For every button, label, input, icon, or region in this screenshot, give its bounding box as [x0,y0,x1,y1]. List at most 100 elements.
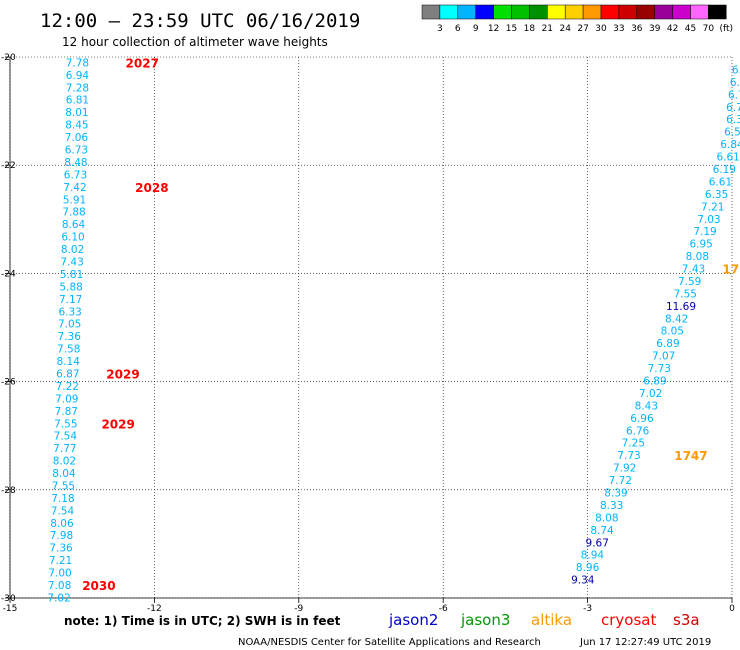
colorbar-swatch [582,4,602,20]
wave-height-value: 11.69 [666,301,696,313]
footer-note: note: 1) Time is in UTC; 2) SWH is in fe… [64,614,341,628]
colorbar-swatch [654,4,673,20]
wave-height-value: 7.03 [697,214,720,226]
wave-height-value: 9.67 [586,537,609,549]
wave-height-value: 6.87 [56,368,79,380]
colorbar-swatch [439,4,459,20]
wave-height-value: 8.05 [661,326,684,338]
wave-height-value: 6.35 [705,189,728,201]
satellite-legend-altika: altika [531,611,572,629]
wave-height-value: 8.01 [65,107,88,119]
wave-height-value: 8.02 [53,456,76,468]
satellite-legend-s3a: s3a [673,611,700,629]
wave-height-value: 8.33 [600,500,623,512]
x-tick-label: -6 [439,604,448,614]
colorbar-swatch [690,4,709,20]
wave-height-value: 7.73 [648,363,671,375]
time-labels: 2027 2028 2029 2029 2030 1747 17 [82,56,739,593]
wave-height-value: 8.42 [665,313,688,325]
colorbar-label: 21 [542,24,553,34]
wave-height-value: 5.81 [60,269,83,281]
satellite-legend-jason3: jason3 [460,611,510,629]
pass-time-label: 17 [722,263,739,277]
wave-height-value: 7.43 [682,264,705,276]
wave-height-value: 6.76 [626,425,650,437]
grid-lines [9,56,733,599]
satellite-legend-jason2: jason2 [388,611,438,629]
pass-time-label: 2029 [106,367,139,381]
wave-height-value: 7.22 [56,381,79,393]
wave-height-value: 6.19 [713,164,736,176]
colorbar-swatch [564,4,584,20]
wave-height-value: 8.06 [50,518,74,530]
wave-height-value: 7.73 [617,450,640,462]
wave-height-value: 6.52 [730,77,740,89]
wave-height-value: 6.95 [689,239,712,251]
wave-height-value: 7.06 [65,132,89,144]
wave-height-value: 8.04 [52,468,76,480]
colorbar-swatch [547,4,566,20]
wave-height-value: 8.74 [590,525,614,537]
colorbar-swatch [672,4,691,20]
wave-height-value: 7.43 [60,256,83,268]
colorbar-label: 42 [667,24,678,34]
colorbar-label: 3 [437,24,443,34]
wave-height-value: 7.19 [693,226,716,238]
x-tick-label: -9 [294,604,303,614]
wave-height-value: 7.54 [51,505,75,517]
colorbar-unit: (ft) [719,24,733,34]
colorbar-label: 70 [703,24,715,34]
colorbar-label: 33 [613,24,624,34]
wave-height-value: 7.21 [701,201,724,213]
colorbar-swatch [457,4,476,20]
footer-credit: NOAA/NESDIS Center for Satellite Applica… [238,637,541,648]
page-subtitle: 12 hour collection of altimeter wave hei… [62,35,328,49]
wave-height-value: 7.36 [49,543,73,555]
wave-height-value: 7.05 [58,319,81,331]
wave-height-value: 8.45 [65,120,88,132]
wave-height-value: 7.58 [57,344,80,356]
wave-height-value: 7.72 [609,475,632,487]
colorbar-label: 45 [685,24,696,34]
wave-height-value: 6.89 [643,376,666,388]
x-tick-label: 0 [729,604,735,614]
wave-height-value: 6.33 [58,306,81,318]
x-tick-label: -15 [3,604,18,614]
wave-height-value: 7.88 [62,207,85,219]
wave-height-value: 6.73 [65,145,88,157]
wave-height-value: 7.59 [678,276,701,288]
wave-values: 7.786.947.286.818.018.457.066.738.486.73… [47,57,740,604]
wave-height-value: 7.77 [53,443,76,455]
colorbar-label: 39 [649,24,661,34]
y-tick-label: -22 [1,161,16,171]
wave-height-value: 6.94 [66,70,90,82]
y-tick-label: -26 [1,378,16,388]
colorbar-label: 27 [577,24,588,34]
wave-height-value: 7.55 [674,288,697,300]
wave-height-value: 8.14 [57,356,81,368]
wave-height-value: 6.81 [66,95,89,107]
colorbar-swatch [618,4,638,20]
wave-height-value: 7.36 [58,331,82,343]
wave-height-value: 8.02 [61,244,84,256]
wave-height-value: 8.08 [686,251,709,263]
colorbar-label: 18 [524,24,536,34]
satellite-legend: jason2 jason3 altika cryosat s3a [388,611,700,629]
pass-time-label: 2028 [135,181,168,195]
color-legend: 3 6 9 12 15 18 21 24 27 30 33 36 39 42 45 70 (ft) [421,4,733,34]
wave-height-value: 6.71 [726,102,740,114]
wave-height-value: 6.72 [728,89,740,101]
wave-height-value: 8.48 [64,157,87,169]
colorbar-swatch [529,4,548,20]
wave-height-value: 7.18 [51,493,74,505]
wave-height-value: 7.21 [49,555,72,567]
wave-height-value: 6.31 [726,114,740,126]
wave-height-value: 7.78 [66,57,89,69]
wave-height-value: 7.09 [55,393,78,405]
colorbar-swatch [708,4,727,20]
colorbar-swatch [475,4,494,20]
colorbar-swatch [493,4,512,20]
pass-time-label: 2027 [126,56,159,70]
y-tick-label: -30 [1,594,16,604]
